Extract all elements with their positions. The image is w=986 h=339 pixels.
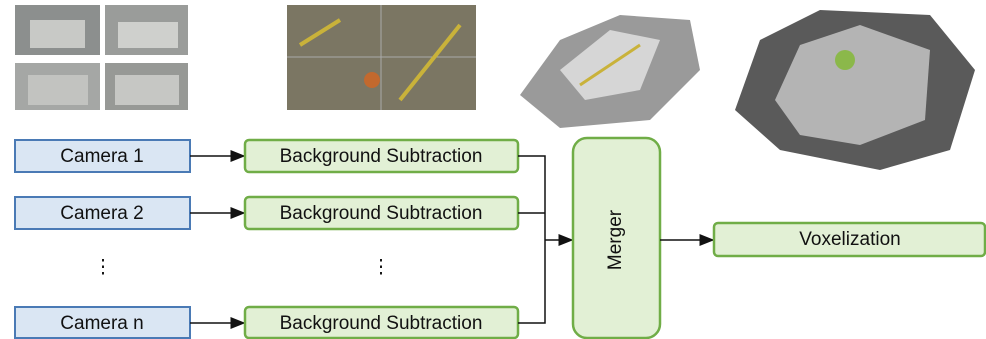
voxel-cloud	[735, 10, 975, 170]
stage-label: Background Subtraction	[280, 313, 483, 334]
point-cloud	[520, 15, 700, 128]
camera-label: Camera 2	[60, 203, 143, 224]
ellipsis: ⋮	[372, 257, 391, 278]
camera-label: Camera n	[60, 313, 143, 334]
page: Camera 1 Camera 2 ⋮ Camera n Background …	[0, 0, 986, 339]
connector	[518, 156, 545, 323]
output-label: Voxelization	[799, 229, 900, 250]
stage-label: Background Subtraction	[280, 203, 483, 224]
diagram: Camera 1 Camera 2 ⋮ Camera n Background …	[0, 0, 986, 339]
ellipsis: ⋮	[94, 257, 113, 278]
stage-label: Background Subtraction	[280, 146, 483, 167]
camera-label: Camera 1	[60, 146, 143, 167]
foreground-masks	[287, 5, 476, 110]
merger-label: Merger	[605, 209, 626, 270]
camera-thumbnails	[15, 5, 188, 110]
